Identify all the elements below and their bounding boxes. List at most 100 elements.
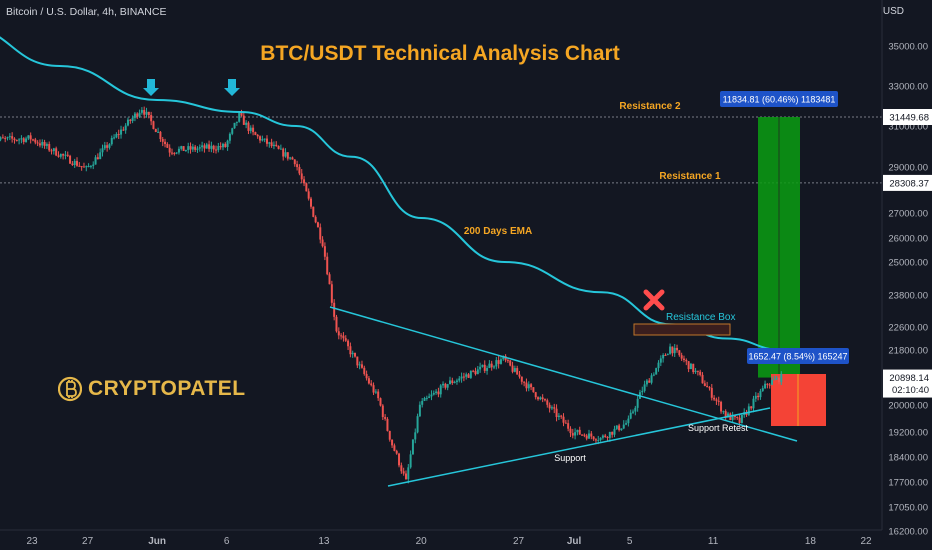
candle-body [360,364,363,368]
candle-body [263,138,266,140]
price-tick-label: 35000.00 [888,42,928,53]
candle-body [523,381,526,383]
price-tick-label: 18400.00 [888,453,928,464]
candle-body [664,354,667,356]
candle-body [645,380,648,385]
candle-body [94,157,97,165]
candle-body [627,418,630,424]
candle-body [154,129,157,133]
candle-body [150,115,153,122]
candle-body [228,133,231,141]
candle-body [117,134,120,136]
candle-body [233,122,236,129]
candle-body [490,363,493,368]
candle-body [363,367,366,374]
candle-body [446,384,449,388]
candle-body [754,395,757,399]
candle-body [175,152,178,154]
time-tick-label: 22 [860,536,872,547]
current-price-text: 20898.14 [889,373,929,384]
candle-body [20,138,23,140]
candle-body [451,380,454,384]
candle-body [414,432,417,440]
candle-body [242,115,245,125]
time-tick-label: 11 [708,536,719,547]
candle-body [583,434,586,436]
candle-body [527,384,530,389]
candle-body [479,366,482,370]
candle-body [486,368,489,371]
candle-body [293,159,296,165]
resistance1-label: Resistance 1 [659,171,721,182]
countdown-text: 02:10:40 [892,385,929,396]
candle-body [136,113,139,117]
candle-body [499,359,502,364]
time-tick-label: Jun [148,536,166,547]
candle-body [564,422,567,424]
candle-body [594,439,597,441]
candle-body [608,431,611,438]
time-tick-label: 27 [513,536,525,547]
candle-body [678,350,681,356]
candle-body [159,131,162,139]
candle-body [205,144,208,149]
support-label: Support [554,453,586,463]
candle-body [669,346,672,354]
candle-body [557,415,560,418]
candle-body [458,378,461,381]
candle-body [666,353,669,356]
candle-body [286,152,289,159]
candle-body [45,144,48,146]
candle-body [620,428,623,431]
candle-body [224,143,227,147]
candle-body [76,160,79,166]
candle-body [96,157,99,160]
candle-body [465,374,468,377]
candle-body [291,157,294,160]
candle-body [221,143,224,148]
current-price-bg [883,369,932,398]
candle-body [59,153,62,157]
candle-body [509,360,512,366]
candle-body [777,377,780,383]
down-arrow-icon [224,79,240,96]
candle-body [502,356,505,360]
candles-group [0,106,783,484]
candle-body [747,406,750,415]
time-tick-label: Jul [567,536,582,547]
ascending-support-line [387,407,771,487]
candle-body [655,368,658,375]
candle-body [282,148,285,157]
candle-body [18,139,21,141]
candle-body [272,144,275,147]
candle-body [191,146,194,150]
resistance-box-label: Resistance Box [666,312,735,323]
candle-body [520,376,523,382]
price-tick-label: 31000.00 [888,122,928,133]
price-tick-label: 26000.00 [888,234,928,245]
candle-body [133,113,136,118]
candle-body [92,164,95,166]
candle-body [676,347,679,351]
resistance1-price-tag-bg [883,174,932,191]
candle-body [384,417,387,419]
candle-body [534,392,537,398]
candle-body [208,144,211,149]
candle-body [277,146,280,149]
candle-body [55,148,58,156]
candle-body [731,415,734,420]
candle-body [432,392,435,395]
candle-body [611,431,614,435]
currency-label: USD [882,6,904,17]
candle-body [437,391,440,395]
candle-body [316,222,319,228]
candle-body [752,398,755,409]
candle-body [217,146,220,151]
candle-body [618,425,621,431]
candle-body [73,160,76,165]
candle-body [530,384,533,388]
candle-body [659,358,662,363]
candle-body [571,433,574,436]
ema-label: 200 Days EMA [464,226,532,237]
candle-body [506,360,509,362]
